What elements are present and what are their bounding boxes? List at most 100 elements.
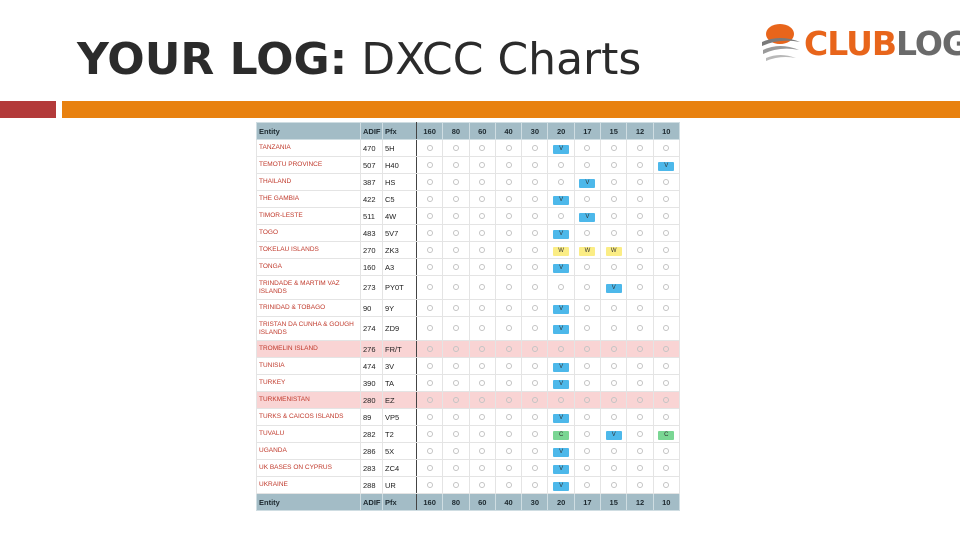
empty-circle-icon — [479, 144, 486, 151]
column-header-adif: ADIF — [360, 122, 383, 140]
band-cell — [573, 156, 602, 174]
band-cell — [442, 299, 470, 317]
band-cell — [415, 391, 444, 409]
status-badge: V — [658, 161, 675, 171]
adif-cell: 160 — [360, 258, 383, 276]
band-cell — [600, 316, 628, 341]
band-cell — [600, 173, 628, 191]
adif-cell: 283 — [360, 459, 383, 477]
band-cell — [626, 357, 654, 375]
empty-circle-icon — [610, 263, 617, 270]
band-cell — [626, 156, 654, 174]
band-cell — [521, 425, 549, 443]
empty-circle-icon — [610, 161, 617, 168]
empty-circle-icon — [637, 229, 644, 236]
band-cell — [494, 173, 523, 191]
band-cell — [626, 207, 654, 225]
band-cell — [415, 459, 444, 477]
accent-bar-orange — [62, 101, 960, 118]
table-footer-row: Entity ADIF Pfx 160 80 60 40 30 20 17 15 12 10 — [256, 493, 680, 511]
band-cell — [573, 408, 602, 426]
band-cell — [494, 374, 523, 392]
empty-circle-icon — [426, 345, 433, 352]
empty-circle-icon — [531, 481, 538, 488]
band-cell — [521, 442, 549, 460]
band-cell — [521, 275, 549, 300]
empty-circle-icon — [531, 284, 538, 290]
empty-circle-icon — [479, 304, 486, 311]
entity-link[interactable]: UGANDA — [256, 442, 361, 460]
band-cell — [442, 139, 470, 157]
band-cell — [521, 258, 549, 276]
empty-circle-icon — [531, 345, 538, 352]
entity-link[interactable]: TUNISIA — [256, 357, 361, 375]
status-badge: V — [553, 304, 570, 314]
empty-circle-icon — [479, 413, 486, 420]
empty-circle-icon — [505, 362, 512, 369]
empty-circle-icon — [531, 246, 538, 253]
band-cell — [600, 459, 628, 477]
empty-circle-icon — [610, 396, 617, 403]
band-cell — [442, 425, 470, 443]
band-cell — [652, 408, 680, 426]
empty-circle-icon — [663, 263, 670, 270]
empty-circle-icon — [558, 284, 565, 290]
entity-link[interactable]: TEMOTU PROVINCE — [256, 156, 361, 174]
entity-link[interactable]: TURKMENISTAN — [256, 391, 361, 409]
entity-link[interactable]: TONGA — [256, 258, 361, 276]
column-footer-160: 160 — [415, 493, 444, 511]
empty-circle-icon — [452, 304, 459, 311]
band-cell — [626, 316, 654, 341]
prefix-cell: UR — [382, 476, 417, 494]
adif-cell: 507 — [360, 156, 383, 174]
empty-circle-icon — [426, 246, 433, 253]
empty-circle-icon — [584, 413, 591, 420]
empty-circle-icon — [505, 144, 512, 151]
empty-circle-icon — [610, 178, 617, 185]
band-cell — [442, 391, 470, 409]
prefix-cell: FR/T — [382, 340, 417, 358]
entity-link[interactable]: THE GAMBIA — [256, 190, 361, 208]
band-cell — [573, 299, 602, 317]
prefix-cell: 5H — [382, 139, 417, 157]
table-row: UKRAINE 288 UR V — [256, 476, 680, 494]
entity-link[interactable]: TRISTAN DA CUNHA & GOUGH ISLANDS — [256, 316, 361, 341]
empty-circle-icon — [558, 212, 565, 219]
entity-link[interactable]: TURKEY — [256, 374, 361, 392]
entity-link[interactable]: TRINIDAD & TOBAGO — [256, 299, 361, 317]
band-cell — [626, 258, 654, 276]
band-cell — [468, 357, 496, 375]
band-cell — [494, 241, 523, 259]
entity-link[interactable]: TOKELAU ISLANDS — [256, 241, 361, 259]
empty-circle-icon — [452, 430, 459, 437]
empty-circle-icon — [531, 161, 538, 168]
band-cell — [521, 374, 549, 392]
entity-link[interactable]: UK BASES ON CYPRUS — [256, 459, 361, 477]
band-cell — [573, 442, 602, 460]
entity-link[interactable]: TOGO — [256, 224, 361, 242]
entity-link[interactable]: TROMELIN ISLAND — [256, 340, 361, 358]
table-row: UK BASES ON CYPRUS 283 ZC4 V — [256, 459, 680, 477]
band-cell — [652, 139, 680, 157]
entity-link[interactable]: TURKS & CAICOS ISLANDS — [256, 408, 361, 426]
band-cell — [468, 459, 496, 477]
band-cell: V — [547, 299, 575, 317]
entity-link[interactable]: TRINDADE & MARTIM VAZ ISLANDS — [256, 275, 361, 300]
table-row: TEMOTU PROVINCE 507 H40 V — [256, 156, 680, 174]
band-cell — [626, 391, 654, 409]
prefix-cell: PY0T — [382, 275, 417, 300]
entity-link[interactable]: UKRAINE — [256, 476, 361, 494]
entity-link[interactable]: TANZANIA — [256, 139, 361, 157]
band-cell: V — [547, 459, 575, 477]
entity-link[interactable]: THAILAND — [256, 173, 361, 191]
table-row: UGANDA 286 5X V — [256, 442, 680, 460]
empty-circle-icon — [505, 229, 512, 236]
entity-link[interactable]: TUVALU — [256, 425, 361, 443]
slide-title-rest: DXCC Charts — [347, 34, 642, 85]
band-cell — [494, 156, 523, 174]
prefix-cell: HS — [382, 173, 417, 191]
empty-circle-icon — [479, 161, 486, 168]
entity-link[interactable]: TIMOR-LESTE — [256, 207, 361, 225]
band-cell — [415, 190, 444, 208]
empty-circle-icon — [584, 447, 591, 454]
